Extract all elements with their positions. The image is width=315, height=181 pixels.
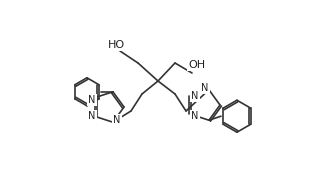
Text: OH: OH	[188, 60, 206, 70]
Text: N: N	[89, 95, 96, 105]
Text: N: N	[89, 111, 96, 121]
Text: N: N	[201, 83, 209, 93]
Text: N: N	[113, 115, 121, 125]
Text: HO: HO	[107, 40, 124, 50]
Text: N: N	[192, 111, 199, 121]
Text: N: N	[192, 91, 199, 101]
